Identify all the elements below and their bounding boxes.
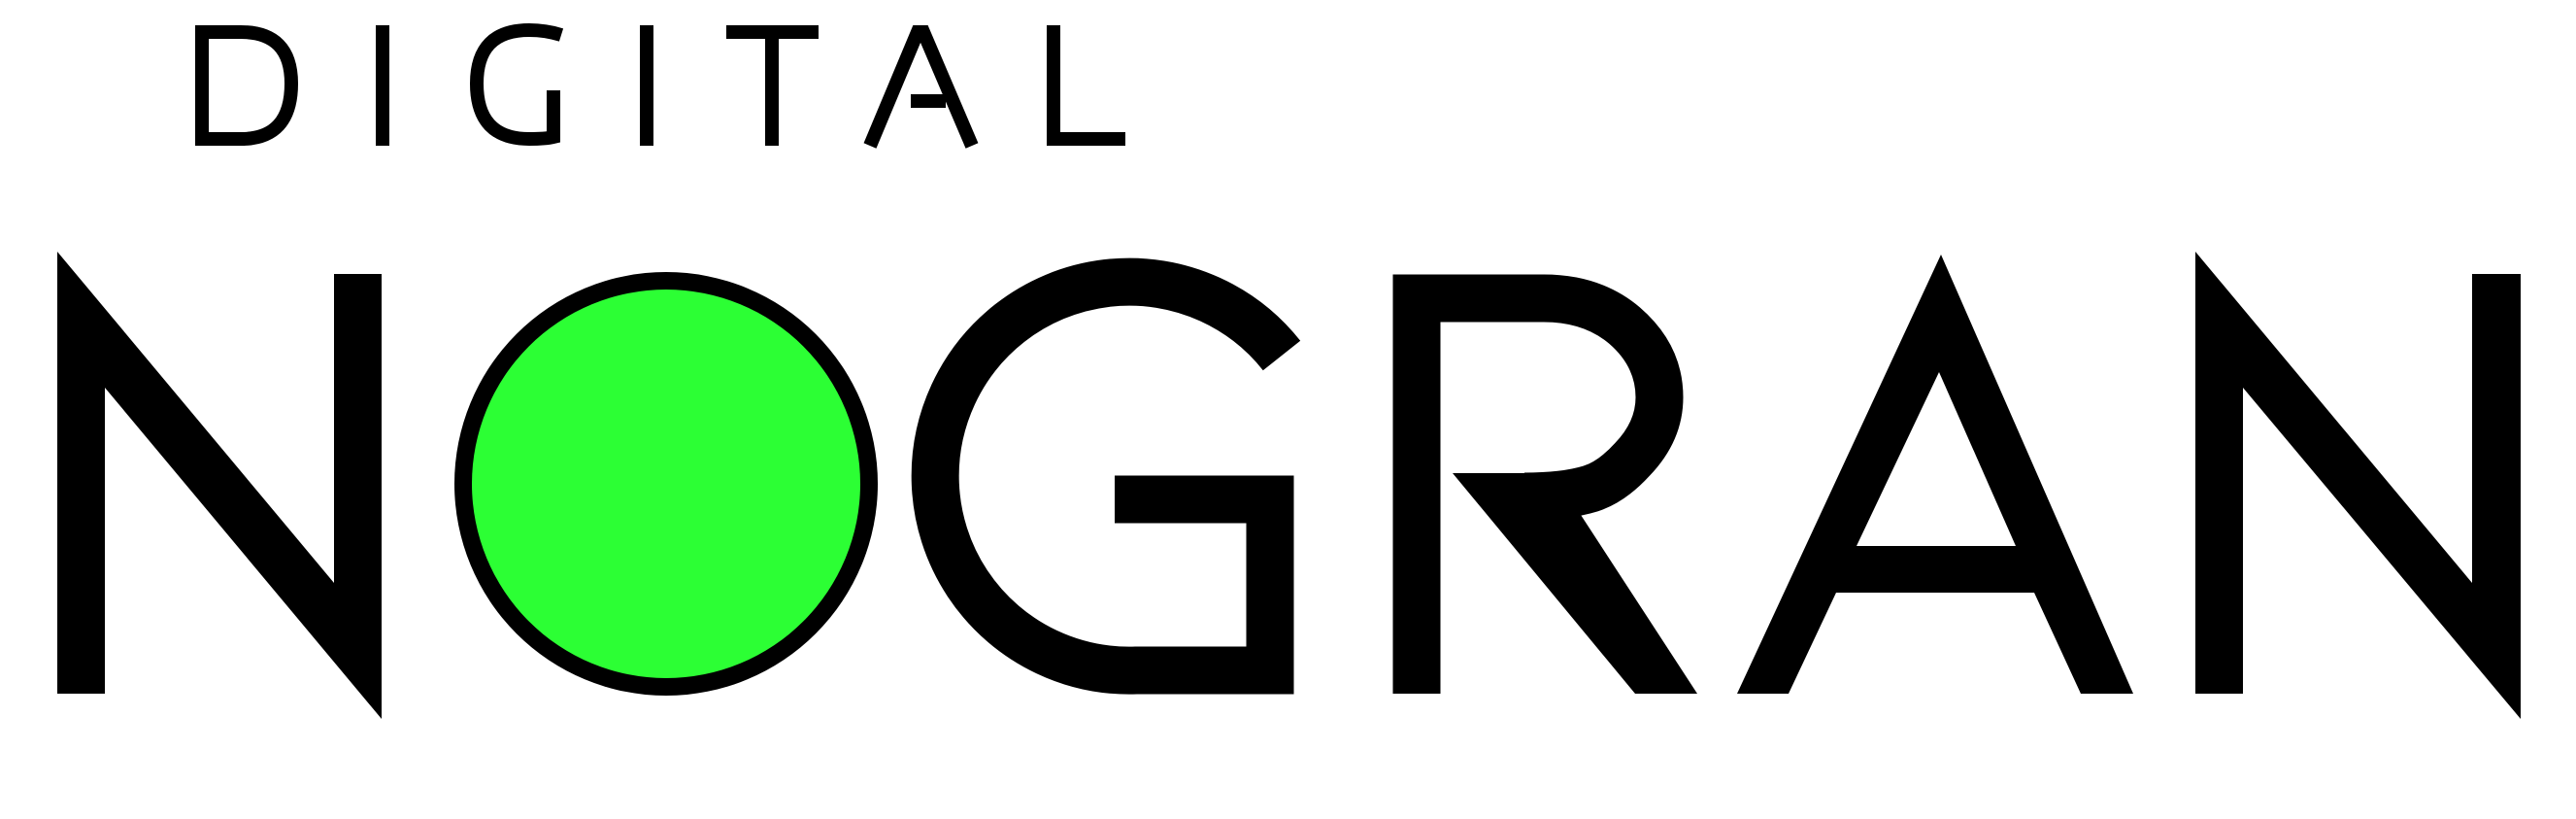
letter-r-leg xyxy=(1453,473,1697,694)
letter-g-large xyxy=(911,257,1301,695)
letter-g xyxy=(469,22,564,147)
letter-n-1 xyxy=(57,252,382,719)
letter-o xyxy=(454,272,878,696)
letter-a-counter xyxy=(1857,372,2016,546)
logo-wordmark-nogran xyxy=(57,252,2521,719)
logo-wordmark-digital xyxy=(195,22,1125,149)
letter-a xyxy=(863,25,979,149)
letter-g-arc xyxy=(911,257,1301,695)
letter-r xyxy=(1392,274,1697,694)
letter-d xyxy=(195,25,299,146)
green-dot-icon xyxy=(472,290,860,678)
letter-a-large xyxy=(1737,255,2133,694)
letter-n-2 xyxy=(2195,252,2521,719)
letter-l xyxy=(1047,25,1125,146)
letter-r-body xyxy=(1392,274,1684,694)
